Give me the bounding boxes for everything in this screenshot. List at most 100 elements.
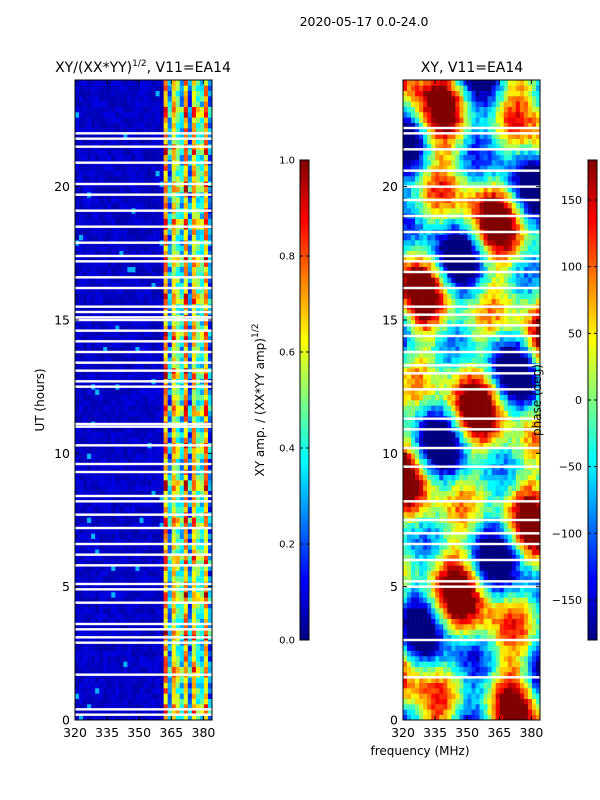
heatmap-cell — [143, 128, 148, 134]
heatmap-cell — [183, 656, 189, 662]
heatmap-cell — [151, 650, 156, 657]
heatmap-cell — [191, 501, 197, 507]
heatmap-cell — [179, 592, 185, 598]
flagged-row — [75, 145, 212, 148]
heatmap-cell — [123, 85, 128, 91]
heatmap-cell — [199, 330, 205, 337]
heatmap-cell — [95, 618, 100, 625]
heatmap-cell — [95, 624, 100, 630]
heatmap-cell — [175, 245, 181, 251]
heatmap-cell — [463, 608, 468, 614]
heatmap-cell — [159, 682, 164, 689]
heatmap-cell — [507, 597, 513, 603]
heatmap-cell — [199, 490, 205, 497]
heatmap-cell — [187, 394, 193, 401]
heatmap-cell — [187, 357, 193, 363]
heatmap-cell — [123, 714, 128, 721]
heatmap-cell — [487, 602, 492, 609]
heatmap-cell — [171, 453, 177, 459]
heatmap-cell — [87, 186, 92, 193]
heatmap-cell — [155, 101, 160, 107]
heatmap-cell — [415, 704, 420, 710]
heatmap-cell — [139, 117, 144, 123]
heatmap-cell — [127, 298, 132, 305]
heatmap-cell — [471, 608, 476, 614]
heatmap-cell — [131, 592, 136, 598]
heatmap-cell — [479, 661, 484, 667]
heatmap-cell — [423, 688, 428, 694]
heatmap-cell — [407, 618, 412, 625]
heatmap-cell — [411, 618, 416, 625]
heatmap-cell — [171, 138, 177, 145]
heatmap-cell — [87, 474, 92, 481]
heatmap-cell — [191, 186, 197, 193]
heatmap-cell — [103, 288, 108, 294]
heatmap-cell — [167, 618, 173, 625]
heatmap-cell — [87, 608, 92, 614]
heatmap-cell — [151, 325, 156, 331]
heatmap-cell — [87, 544, 92, 550]
heatmap-cell — [87, 256, 92, 262]
heatmap-cell — [175, 714, 181, 721]
heatmap-cell — [111, 250, 116, 257]
heatmap-cell — [403, 629, 408, 635]
heatmap-cell — [447, 629, 452, 635]
heatmap-cell — [99, 416, 104, 422]
heatmap-cell — [115, 117, 120, 123]
heatmap-cell — [495, 677, 501, 683]
heatmap-cell — [111, 320, 116, 326]
heatmap-cell — [119, 128, 124, 134]
heatmap-cell — [407, 714, 412, 721]
heatmap-cell — [103, 666, 108, 673]
heatmap-cell — [111, 85, 116, 91]
heatmap-cell — [171, 501, 177, 507]
heatmap-cell — [107, 517, 112, 523]
heatmap-cell — [527, 629, 533, 635]
heatmap-cell — [79, 608, 84, 614]
heatmap-cell — [111, 496, 116, 502]
heatmap-cell — [183, 608, 189, 614]
heatmap-cell — [171, 709, 177, 715]
heatmap-cell — [459, 597, 464, 603]
heatmap-cell — [75, 245, 80, 251]
heatmap-cell — [155, 517, 160, 523]
heatmap-cell — [79, 96, 84, 102]
heatmap-cell — [155, 474, 160, 481]
heatmap-cell — [151, 394, 156, 401]
heatmap-cell — [207, 176, 213, 182]
heatmap-cell — [183, 170, 189, 177]
amplitude-colorbar-gradient — [300, 160, 309, 640]
heatmap-cell — [187, 325, 193, 331]
heatmap-cell — [107, 352, 112, 358]
heatmap-cell — [207, 629, 213, 635]
heatmap-cell — [127, 624, 132, 630]
heatmap-cell — [203, 656, 209, 662]
heatmap-cell — [479, 704, 484, 710]
heatmap-cell — [75, 709, 80, 715]
heatmap-cell — [143, 437, 148, 443]
heatmap-cell — [203, 650, 209, 657]
heatmap-cell — [203, 645, 209, 651]
heatmap-cell — [131, 474, 136, 481]
heatmap-cell — [423, 592, 428, 598]
heatmap-cell — [199, 538, 205, 545]
heatmap-cell — [159, 234, 164, 241]
heatmap-cell — [171, 320, 177, 326]
heatmap-cell — [187, 389, 193, 395]
heatmap-cell — [75, 165, 80, 171]
heatmap-cell — [167, 133, 173, 139]
heatmap-cell — [103, 165, 108, 171]
heatmap-cell — [143, 106, 148, 113]
heatmap-cell — [119, 288, 124, 294]
heatmap-cell — [119, 352, 124, 358]
heatmap-cell — [155, 357, 160, 363]
heatmap-cell — [135, 112, 140, 118]
heatmap-cell — [103, 266, 108, 273]
heatmap-cell — [79, 437, 84, 443]
heatmap-cell — [115, 405, 120, 411]
heatmap-cell — [75, 704, 80, 710]
heatmap-cell — [115, 576, 120, 582]
heatmap-cell — [191, 533, 197, 539]
heatmap-cell — [155, 400, 160, 406]
figure-suptitle: 2020-05-17 0.0-24.0 — [300, 14, 429, 29]
